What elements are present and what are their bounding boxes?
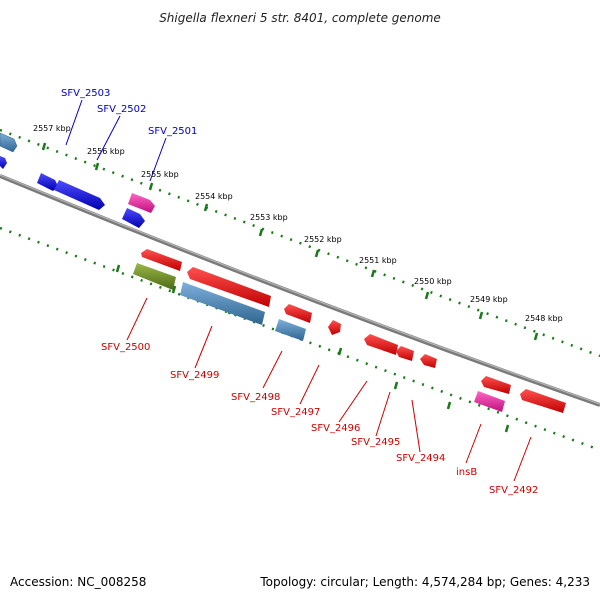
gene-arrow-steelblue[interactable] [180, 282, 265, 325]
gene-label[interactable]: SFV_2497 [271, 407, 320, 418]
kbp-major-ticks [41, 142, 539, 341]
gene-arrow-red[interactable] [141, 249, 182, 271]
inner-tick [171, 285, 177, 294]
kbp-tick [203, 203, 209, 212]
kbp-label: 2549 kbp [470, 295, 508, 304]
leader-line [149, 137, 167, 182]
leader-line [411, 399, 421, 453]
kbp-tick [370, 269, 376, 278]
gene-label[interactable]: SFV_2492 [489, 485, 538, 496]
gene-arrow-pink[interactable] [474, 391, 505, 412]
gene-label[interactable]: SFV_2500 [101, 342, 150, 353]
gene-arrow-blue[interactable] [37, 173, 58, 191]
leader-line [126, 297, 148, 341]
gene-label[interactable]: SFV_2503 [61, 88, 110, 99]
kbp-tick [41, 142, 47, 151]
leader-line [262, 350, 283, 389]
leader-line [65, 99, 83, 146]
gene-arrow-pink[interactable] [128, 193, 155, 213]
kbp-tick [424, 291, 430, 300]
gene-label[interactable]: SFV_2495 [351, 437, 400, 448]
leader-line [96, 115, 121, 161]
kbp-label: 2554 kbp [195, 192, 233, 201]
accession-text: Accession: NC_008258 [10, 575, 146, 589]
gene-arrow-red[interactable] [481, 376, 511, 394]
forward-strand-genes [0, 132, 155, 228]
outer-tick-track [0, 128, 600, 358]
bottom-gene-labels: SFV_2500 SFV_2499 SFV_2498 SFV_2497 SFV_… [101, 342, 538, 496]
inner-tick [393, 381, 399, 390]
gene-arrow-red[interactable] [284, 304, 312, 323]
kbp-label: 2553 kbp [250, 213, 288, 222]
gene-label[interactable]: SFV_2499 [170, 370, 219, 381]
leader-line [194, 325, 213, 369]
gene-arrow-steelblue[interactable] [275, 319, 306, 341]
kbp-label: 2550 kbp [414, 277, 452, 286]
inner-tick [446, 401, 452, 410]
gene-arrow-red[interactable] [328, 320, 341, 335]
genome-backbone-highlight [0, 174, 600, 405]
kbp-label: 2551 kbp [359, 256, 397, 265]
gene-label[interactable]: SFV_2502 [97, 104, 146, 115]
leader-line [513, 436, 532, 482]
gene-arrow-red[interactable] [364, 334, 398, 355]
gene-arrow-red[interactable] [187, 267, 271, 307]
bottom-leader-lines [126, 297, 532, 482]
genome-summary-text: Topology: circular; Length: 4,574,284 bp… [259, 575, 590, 589]
gene-label[interactable]: SFV_2496 [311, 423, 360, 434]
gene-label[interactable]: SFV_2494 [396, 453, 445, 464]
gene-arrow-blue[interactable] [0, 156, 7, 169]
gene-arrow-red[interactable] [396, 346, 414, 361]
leader-line [375, 391, 391, 437]
gene-arrow-steelblue[interactable] [0, 132, 18, 153]
gene-arrow-red[interactable] [420, 354, 437, 368]
kbp-tick [314, 249, 320, 258]
inner-tick [337, 347, 343, 356]
gene-label[interactable]: SFV_2501 [148, 126, 197, 137]
kbp-label: 2556 kbp [87, 147, 125, 156]
kbp-tick [148, 182, 154, 191]
genome-backbone [0, 174, 600, 407]
leader-line [299, 364, 320, 405]
gene-arrow-olive[interactable] [133, 263, 176, 290]
top-leader-lines [65, 99, 167, 182]
gene-label[interactable]: SFV_2498 [231, 392, 280, 403]
top-gene-labels: SFV_2503 SFV_2502 SFV_2501 [61, 88, 197, 137]
kbp-tick [533, 332, 539, 341]
gene-label[interactable]: insB [456, 467, 477, 478]
gene-arrow-blue[interactable] [54, 180, 105, 210]
leader-line [338, 380, 368, 423]
reverse-strand-genes [133, 249, 566, 413]
gene-arrow-blue[interactable] [122, 208, 145, 228]
leader-line [465, 423, 482, 464]
inner-tick [504, 424, 510, 433]
kbp-tick [478, 311, 484, 320]
inner-tick [115, 264, 121, 273]
kbp-label: 2557 kbp [33, 124, 71, 133]
kbp-tick [258, 228, 264, 237]
kbp-labels: 2557 kbp 2556 kbp 2555 kbp 2554 kbp 2553… [33, 124, 563, 323]
map-title: Shigella flexneri 5 str. 8401, complete … [159, 11, 441, 25]
kbp-label: 2552 kbp [304, 235, 342, 244]
gene-arrow-red[interactable] [520, 389, 566, 413]
kbp-label: 2555 kbp [141, 170, 179, 179]
kbp-label: 2548 kbp [525, 314, 563, 323]
kbp-tick [94, 162, 100, 171]
